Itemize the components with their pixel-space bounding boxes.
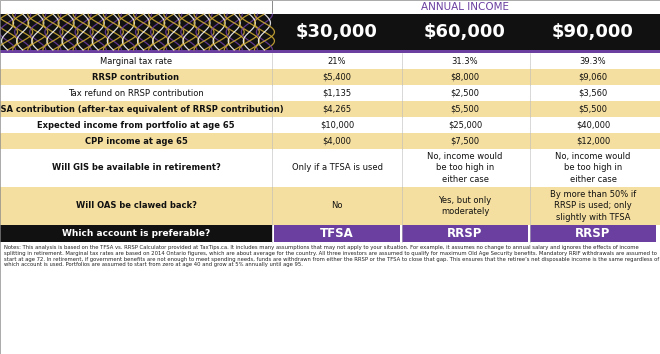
Bar: [0, 225, 272, 242]
Text: Will OAS be clawed back?: Will OAS be clawed back?: [75, 201, 197, 211]
Bar: [0, 116, 660, 117]
Text: $10,000: $10,000: [320, 120, 354, 130]
Text: $9,060: $9,060: [578, 73, 608, 81]
Text: RRSP: RRSP: [447, 227, 482, 240]
Bar: [530, 14, 656, 50]
Bar: [0, 133, 660, 149]
Text: $90,000: $90,000: [552, 23, 634, 41]
Text: Tax refund on RRSP contribution: Tax refund on RRSP contribution: [68, 88, 204, 97]
Text: CPP income at age 65: CPP income at age 65: [84, 137, 187, 145]
Text: Will GIS be available in retirement?: Will GIS be available in retirement?: [51, 164, 220, 172]
Text: $30,000: $30,000: [296, 23, 378, 41]
Bar: [274, 225, 400, 242]
Bar: [0, 53, 660, 69]
Text: $8,000: $8,000: [450, 73, 480, 81]
Bar: [0, 149, 660, 187]
Bar: [402, 225, 528, 242]
Text: Expected income from portfolio at age 65: Expected income from portfolio at age 65: [37, 120, 235, 130]
Bar: [0, 0, 660, 14]
Bar: [274, 14, 400, 50]
Text: $60,000: $60,000: [424, 23, 506, 41]
Text: $40,000: $40,000: [576, 120, 610, 130]
Text: $2,500: $2,500: [451, 88, 480, 97]
Text: $5,500: $5,500: [579, 104, 607, 114]
Bar: [0, 85, 660, 101]
Text: ANNUAL INCOME: ANNUAL INCOME: [421, 2, 509, 12]
Text: No, income would
be too high in
either case: No, income would be too high in either c…: [555, 153, 631, 184]
Text: Only if a TFSA is used: Only if a TFSA is used: [292, 164, 383, 172]
Bar: [0, 101, 660, 117]
Bar: [0, 14, 660, 50]
Text: Yes, but only
moderately: Yes, but only moderately: [438, 196, 492, 216]
Bar: [0, 224, 660, 225]
Bar: [0, 132, 660, 133]
Text: $5,500: $5,500: [451, 104, 480, 114]
Text: 39.3%: 39.3%: [579, 57, 607, 65]
Text: $4,000: $4,000: [323, 137, 352, 145]
Text: TFSA: TFSA: [320, 227, 354, 240]
Text: No: No: [331, 201, 343, 211]
Text: 31.3%: 31.3%: [451, 57, 478, 65]
Text: No, income would
be too high in
either case: No, income would be too high in either c…: [427, 153, 503, 184]
Text: Which account is preferable?: Which account is preferable?: [62, 229, 210, 238]
Text: Notes: This analysis is based on the TFSA vs. RRSP Calculator provided at TaxTip: Notes: This analysis is based on the TFS…: [4, 245, 659, 267]
Text: 21%: 21%: [328, 57, 346, 65]
Text: Marginal tax rate: Marginal tax rate: [100, 57, 172, 65]
Text: $3,560: $3,560: [578, 88, 608, 97]
Bar: [402, 14, 528, 50]
Bar: [530, 225, 656, 242]
Text: $25,000: $25,000: [448, 120, 482, 130]
Bar: [0, 117, 660, 133]
Text: RRSP contribution: RRSP contribution: [92, 73, 180, 81]
Text: RRSP: RRSP: [576, 227, 610, 240]
Text: $1,135: $1,135: [323, 88, 352, 97]
Text: $5,400: $5,400: [323, 73, 352, 81]
Bar: [0, 187, 660, 225]
Text: $12,000: $12,000: [576, 137, 610, 145]
Text: TFSA contribution (after-tax equivalent of RRSP contribution): TFSA contribution (after-tax equivalent …: [0, 104, 283, 114]
Text: By more than 50% if
RRSP is used; only
slightly with TFSA: By more than 50% if RRSP is used; only s…: [550, 190, 636, 222]
Bar: [0, 50, 660, 53]
Text: $7,500: $7,500: [450, 137, 480, 145]
Bar: [0, 69, 660, 85]
Bar: [0, 148, 660, 149]
Text: $4,265: $4,265: [323, 104, 352, 114]
